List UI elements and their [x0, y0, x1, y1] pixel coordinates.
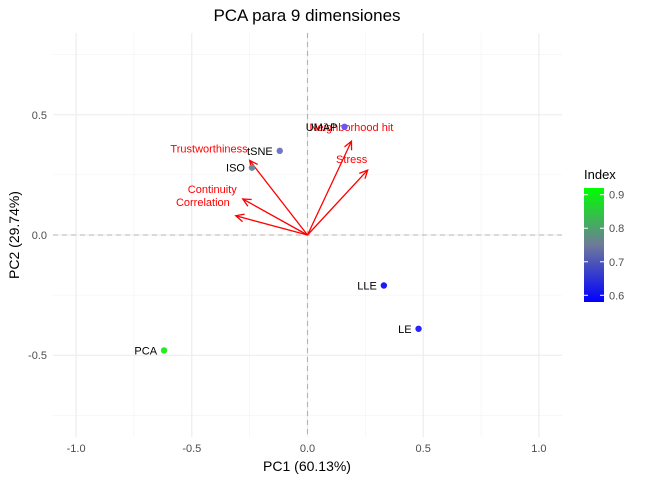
point-label: LLE [357, 281, 377, 293]
data-point [276, 147, 283, 155]
legend-ticks: 0.6 0.7 0.8 0.9 [584, 190, 624, 302]
x-axis-ticks: -1.0 -0.5 0.0 0.5 1.0 [67, 443, 547, 455]
loading-arrow-head [234, 213, 245, 223]
legend-tick-label: 0.9 [609, 190, 624, 202]
point-label: ISO [226, 163, 245, 175]
loading-label: Neighborhood hit [310, 122, 394, 134]
loading-label: Trustworthiness [170, 143, 248, 155]
loading-label: Stress [336, 154, 368, 166]
x-axis-title: PC1 (60.13%) [263, 458, 351, 474]
point-label: LE [398, 324, 411, 336]
data-point [341, 123, 348, 130]
loading-arrow-shaft [235, 215, 308, 236]
legend-title: Index [584, 167, 616, 182]
x-tick-label: 0.5 [416, 443, 431, 455]
loading-arrow-head [359, 168, 369, 179]
point-label: PCA [134, 345, 157, 357]
data-point [248, 164, 256, 171]
loading-arrow-shaft [306, 140, 353, 236]
x-tick-label: -1.0 [67, 443, 86, 455]
point-label: tSNE [247, 146, 273, 158]
x-tick-label: 0.0 [300, 443, 315, 455]
loading-arrow-shaft [249, 160, 309, 236]
y-tick-label: 0.0 [32, 230, 47, 242]
legend-tick-label: 0.8 [609, 223, 624, 235]
loading-arrow-head [344, 139, 353, 151]
y-tick-label: -0.5 [28, 350, 47, 362]
loading-arrow-shaft [242, 198, 308, 236]
loading-arrow-shaft [307, 169, 369, 236]
legend-colorbar [584, 188, 604, 302]
data-point [415, 325, 422, 332]
y-axis-ticks: -0.5 0.0 0.5 [28, 110, 47, 362]
legend-tick-label: 0.7 [609, 257, 624, 269]
data-point [160, 347, 168, 354]
legend-tick-label: 0.6 [609, 290, 624, 302]
point-label: UMAP [306, 122, 338, 134]
loading-label: Correlation [176, 197, 230, 209]
color-legend: Index 0.6 0.7 0.8 0.9 [584, 167, 624, 302]
y-tick-label: 0.5 [32, 110, 47, 122]
x-tick-label: -0.5 [182, 443, 201, 455]
loading-arrow-head [241, 198, 252, 207]
loading-arrows: Neighborhood hit Stress Trustworthiness Con… [170, 122, 394, 236]
data-point [380, 282, 388, 289]
x-tick-label: 1.0 [531, 443, 546, 455]
loading-label: Continuity [188, 184, 237, 196]
y-axis-title: PC2 (29.74%) [6, 191, 22, 279]
chart-title: PCA para 9 dimensiones [213, 6, 400, 25]
